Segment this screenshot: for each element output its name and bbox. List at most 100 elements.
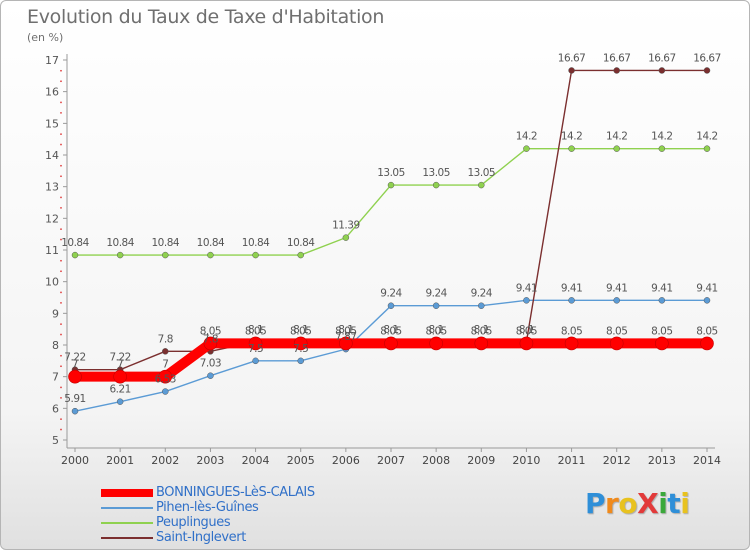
data-label-0: 8.05 <box>245 325 266 337</box>
data-label-0: 8.05 <box>290 325 311 337</box>
series-point-0 <box>248 336 263 351</box>
series-point-1 <box>387 302 395 309</box>
series-point-0 <box>339 336 353 351</box>
x-tick-label: 2002 <box>151 454 179 467</box>
x-tick-label: 2013 <box>648 454 676 467</box>
series-point-2 <box>568 145 575 152</box>
y-minor-dot <box>60 365 62 368</box>
y-minor-dot <box>60 323 62 325</box>
data-label-0: 8.05 <box>425 325 446 337</box>
data-label-3: 16.67 <box>603 52 631 64</box>
logo-letter: o <box>618 487 638 520</box>
data-label-1: 9.24 <box>380 288 402 300</box>
x-tick-label: 2012 <box>603 454 631 467</box>
y-tick-label: 5 <box>52 434 59 447</box>
y-tick-label: 13 <box>45 181 59 194</box>
data-label-3: 8.1 <box>383 324 398 336</box>
data-label-2: 14.2 <box>696 131 717 143</box>
chart-title: Evolution du Taux de Taxe d'Habitation <box>27 6 385 28</box>
legend-label: Saint-Inglevert <box>156 530 246 545</box>
logo-letter: i <box>680 487 690 520</box>
y-minor-dot <box>60 228 62 231</box>
series-point-1 <box>207 372 214 379</box>
unit-label: (en %) <box>27 31 64 44</box>
data-label-2: 10.84 <box>197 237 225 249</box>
legend-swatch <box>101 537 153 539</box>
legend-label: Peuplingues <box>156 515 231 530</box>
y-minor-dot <box>60 354 62 357</box>
x-tick-label: 2005 <box>287 454 315 467</box>
y-tick-label: 11 <box>45 244 59 257</box>
data-label-2: 10.84 <box>242 237 270 249</box>
series-point-2 <box>613 145 620 152</box>
data-label-0: 8.05 <box>696 325 717 337</box>
series-point-2 <box>703 145 711 152</box>
data-label-1: 7.5 <box>293 343 308 355</box>
series-point-0 <box>655 336 669 351</box>
data-label-2: 14.2 <box>516 131 537 143</box>
y-minor-dot <box>60 418 62 420</box>
y-tick-label: 7 <box>52 371 59 384</box>
y-minor-dot <box>60 133 62 136</box>
series-point-1 <box>116 398 124 405</box>
series-point-3 <box>568 67 575 74</box>
data-label-3: 7.8 <box>203 333 218 345</box>
series-point-1 <box>162 388 169 395</box>
series-point-1 <box>478 302 485 309</box>
data-label-3: 8.1 <box>429 324 444 336</box>
data-label-0: 8.05 <box>561 325 582 337</box>
data-label-2: 10.84 <box>152 237 180 249</box>
series-point-0 <box>700 336 714 351</box>
series-point-1 <box>71 407 79 415</box>
data-label-3: 8.1 <box>338 324 353 336</box>
y-minor-dot <box>60 291 62 294</box>
series-point-2 <box>252 251 259 259</box>
series-point-2 <box>432 181 440 189</box>
x-tick-label: 2014 <box>693 454 721 467</box>
data-label-1: 9.41 <box>651 282 672 294</box>
x-tick-label: 2007 <box>377 454 405 467</box>
data-label-0: 7 <box>117 359 123 371</box>
series-point-2 <box>116 251 124 259</box>
series-point-1 <box>613 297 620 304</box>
legend-label: BONNINGUES-LèS-CALAIS <box>156 485 315 500</box>
x-tick-label: 2006 <box>332 454 360 467</box>
data-label-2: 13.05 <box>468 167 496 179</box>
y-tick-label: 6 <box>52 402 59 415</box>
y-minor-dot <box>60 386 62 389</box>
data-label-2: 10.84 <box>61 237 89 249</box>
data-label-1: 9.41 <box>606 282 627 294</box>
series-point-0 <box>564 336 579 351</box>
series-point-1 <box>297 357 304 365</box>
x-tick-label: 2001 <box>106 454 134 467</box>
data-label-3: 8.1 <box>519 324 534 336</box>
y-tick-label: 16 <box>45 86 59 99</box>
legend-swatch <box>101 489 153 497</box>
data-label-3: 16.67 <box>558 52 586 64</box>
logo-letter: P <box>585 487 606 520</box>
legend-label: Pihen-lès-Guînes <box>156 500 259 515</box>
data-label-0: 8.05 <box>651 325 672 337</box>
data-label-1: 7.5 <box>248 343 263 355</box>
series-point-0 <box>293 336 308 351</box>
series-point-2 <box>71 251 79 259</box>
data-label-0: 8.05 <box>380 325 401 337</box>
series-point-2 <box>162 251 169 259</box>
data-label-2: 10.84 <box>106 237 134 249</box>
series-point-0 <box>384 336 398 351</box>
y-tick-label: 10 <box>45 276 59 289</box>
x-tick-label: 2010 <box>512 454 540 467</box>
data-label-1: 9.41 <box>696 282 717 294</box>
data-label-2: 10.84 <box>287 237 315 249</box>
series-point-1 <box>658 297 666 304</box>
y-minor-dot <box>60 270 62 273</box>
series-point-0 <box>68 369 82 384</box>
data-label-2: 13.05 <box>377 167 405 179</box>
x-tick-label: 2011 <box>558 454 586 467</box>
data-label-2: 14.2 <box>561 131 582 143</box>
series-point-3 <box>162 348 169 355</box>
series-point-0 <box>158 369 173 384</box>
series-point-2 <box>523 145 530 152</box>
